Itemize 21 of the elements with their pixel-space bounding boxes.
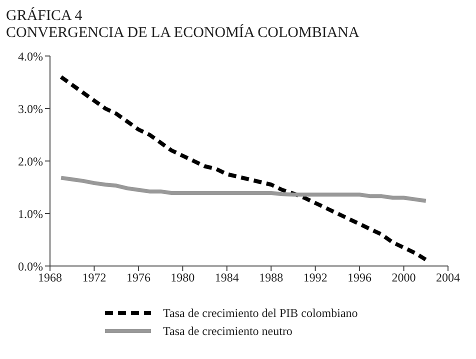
y-tick-label: 4.0% [18, 49, 43, 64]
legend-label: Tasa de crecimiento neutro [163, 324, 292, 338]
x-tick-label: 1992 [303, 270, 328, 285]
y-tick-label: 3.0% [18, 102, 43, 116]
x-tick-label: 1980 [170, 270, 195, 285]
y-tick-label: 0.0% [18, 259, 43, 274]
x-tick-label: 1988 [259, 270, 284, 285]
legend-label: Tasa de crecimiento del PIB colombiano [163, 306, 358, 320]
x-tick-label: 1984 [214, 270, 239, 285]
y-tick-label: 1.0% [18, 206, 43, 221]
chart-title: GRÁFICA 4 [6, 8, 84, 25]
x-tick-label: 1972 [82, 270, 106, 285]
x-tick-label: 1968 [38, 270, 62, 285]
y-tick-label: 2.0% [18, 154, 43, 168]
line-series [59, 176, 428, 203]
line-series [59, 75, 428, 262]
x-tick-label: 1976 [126, 270, 150, 285]
x-tick-label: 2000 [392, 270, 416, 285]
x-tick-label: 1996 [348, 270, 372, 285]
x-tick-label: 2004 [436, 270, 460, 285]
chart-subtitle: CONVERGENCIA DE LA ECONOMÍA COLOMBIANA [6, 25, 360, 42]
